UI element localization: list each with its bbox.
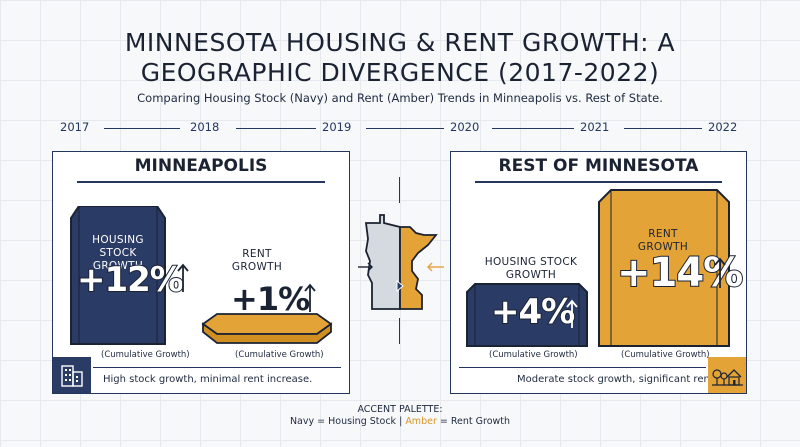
- timeline-year-2018: 2018: [190, 120, 220, 134]
- minneapolis-housing-value: +12%: [76, 259, 185, 301]
- page-title-line-2: GEOGRAPHIC DIVERGENCE (2017-2022): [140, 58, 660, 87]
- legend-navy: Navy = Housing Stock: [289, 416, 397, 427]
- timeline-year-2017: 2017: [60, 120, 90, 134]
- legend-amber-rest: = Rent Growth: [439, 416, 511, 427]
- arrow-up-icon: [566, 299, 578, 328]
- timeline-segment: [366, 128, 444, 129]
- page-subtitle: Comparing Housing Stock (Navy) and Rent …: [137, 91, 663, 105]
- legend-palette: Navy = Housing Stock | Amber = Rent Grow…: [0, 416, 800, 427]
- minneapolis-rent-block: [201, 313, 333, 344]
- rest-rent-value: +14%: [616, 249, 744, 297]
- connector-line: [399, 177, 400, 203]
- minneapolis-rent-cumulative: (Cumulative Growth): [235, 350, 324, 360]
- connector-line: [399, 318, 400, 344]
- year-timeline: 2017 2018 2019 2020 2021 2022: [60, 120, 750, 138]
- city-buildings-icon: [53, 357, 91, 393]
- title-divider: [77, 181, 325, 183]
- timeline-year-2021: 2021: [580, 120, 610, 134]
- minnesota-map: [358, 205, 444, 317]
- rest-housing-value: +4%: [490, 291, 576, 333]
- rest-rent-cumulative: (Cumulative Growth): [621, 350, 710, 360]
- timeline-year-2019: 2019: [322, 120, 352, 134]
- legend-amber-word: Amber: [405, 416, 437, 427]
- minneapolis-panel: MINNEAPOLIS HOUSING STOCK GROWTH +12% (C…: [52, 151, 350, 394]
- timeline-year-2022: 2022: [708, 120, 738, 134]
- minneapolis-title: MINNEAPOLIS: [134, 156, 268, 176]
- rest-housing-block: [466, 283, 588, 347]
- footer-divider: [459, 367, 706, 368]
- rest-summary: Moderate stock growth, significant rent …: [517, 374, 741, 385]
- rest-of-minnesota-panel: REST OF MINNESOTA HOUSING STOCK GROWTH +…: [450, 151, 747, 394]
- minneapolis-housing-label: HOUSING STOCK GROWTH: [92, 234, 144, 272]
- arrow-up-icon: [304, 283, 316, 312]
- rest-rent-block: [598, 189, 730, 347]
- minneapolis-housing-block: [70, 206, 166, 345]
- minneapolis-rent-value: +1%: [230, 279, 311, 319]
- arrow-up-icon: [714, 257, 726, 288]
- timeline-segment: [624, 128, 702, 129]
- timeline-segment: [236, 128, 316, 129]
- title-divider: [475, 181, 722, 183]
- minneapolis-housing-cumulative: (Cumulative Growth): [101, 350, 190, 360]
- rest-housing-label: HOUSING STOCK GROWTH: [484, 256, 578, 281]
- rest-rent-label: RENT GROWTH: [637, 228, 689, 253]
- page-title-line-1: MINNESOTA HOUSING & RENT GROWTH: A: [124, 28, 676, 57]
- arrow-up-icon: [177, 263, 189, 292]
- rest-housing-cumulative: (Cumulative Growth): [489, 350, 578, 360]
- timeline-year-2020: 2020: [450, 120, 480, 134]
- legend-separator: |: [399, 416, 403, 427]
- footer-divider: [93, 367, 341, 368]
- timeline-segment: [104, 128, 180, 129]
- legend-heading: ACCENT PALETTE:: [357, 404, 443, 415]
- rest-of-minnesota-title: REST OF MINNESOTA: [498, 156, 699, 176]
- minneapolis-summary: High stock growth, minimal rent increase…: [103, 374, 313, 385]
- timeline-segment: [492, 128, 574, 129]
- rural-house-trees-icon: [708, 357, 746, 393]
- minneapolis-rent-label: RENT GROWTH: [231, 248, 283, 273]
